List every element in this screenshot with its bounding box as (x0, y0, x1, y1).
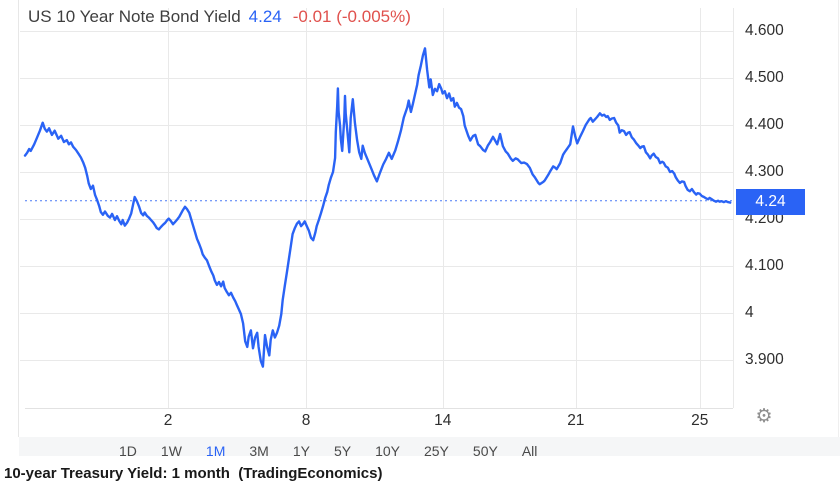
y-tick-label: 4.600 (745, 22, 784, 40)
y-tick-label: 4.400 (745, 116, 784, 134)
y-tick-label: 4.300 (745, 163, 784, 181)
widget-border (838, 0, 839, 456)
chart-header: US 10 Year Note Bond Yield 4.24 -0.01 (-0.… (28, 7, 411, 27)
y-tick-label: 4.100 (745, 257, 784, 275)
range-button-25y[interactable]: 25Y (423, 443, 449, 456)
chart-widget: US 10 Year Note Bond Yield 4.24 -0.01 (-0.… (0, 0, 840, 456)
y-tick-label: 4.500 (745, 69, 784, 87)
caption-text: 10-year Treasury Yield: 1 month (Trading… (4, 465, 383, 482)
yield-change: -0.01 (-0.005%) (292, 7, 411, 26)
widget-border (18, 0, 19, 437)
chart-title: US 10 Year Note Bond Yield (28, 7, 241, 26)
x-tick-label: 14 (434, 412, 452, 429)
yield-chart-plot[interactable] (0, 0, 840, 437)
timeframe-band: 1D 1W 1M 3M 1Y 5Y 10Y 25Y 50Y All (19, 437, 840, 456)
range-button-3m[interactable]: 3M (249, 443, 269, 456)
x-tick-label: 21 (567, 412, 585, 429)
x-tick-label: 25 (691, 412, 709, 429)
x-tick-label: 2 (163, 412, 173, 429)
y-tick-label: 4 (745, 304, 754, 322)
range-button-1d[interactable]: 1D (119, 443, 137, 456)
range-button-1m[interactable]: 1M (205, 443, 226, 456)
y-tick-label: 3.900 (745, 351, 784, 369)
current-price-badge: 4.24 (736, 189, 805, 216)
current-yield-value: 4.24 (248, 7, 282, 26)
range-button-50y[interactable]: 50Y (472, 443, 498, 456)
caption-bar: 10-year Treasury Yield: 1 month (Trading… (0, 456, 840, 491)
gear-icon[interactable]: ⚙ (755, 406, 773, 427)
timeframe-buttons: 1D 1W 1M 3M 1Y 5Y 10Y 25Y 50Y All (119, 443, 537, 456)
range-button-10y[interactable]: 10Y (375, 443, 400, 456)
x-tick-label: 8 (301, 412, 311, 429)
range-button-all[interactable]: All (521, 443, 538, 456)
yield-line-series (23, 47, 732, 368)
range-button-5y[interactable]: 5Y (333, 443, 352, 456)
range-button-1y[interactable]: 1Y (292, 443, 310, 456)
range-button-1w[interactable]: 1W (160, 443, 182, 456)
